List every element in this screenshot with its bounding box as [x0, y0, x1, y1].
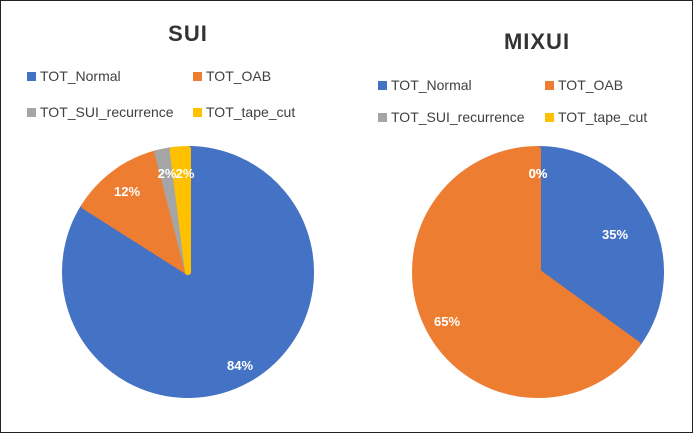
legend-label: TOT_SUI_recurrence [40, 104, 174, 120]
pie-slice-tot-normal [535, 146, 664, 348]
legend-label: TOT_OAB [206, 68, 271, 84]
legend-swatch-tot-normal [27, 72, 36, 81]
legend-swatch-tot-tape-cut [193, 108, 202, 117]
legend-swatch-tot-tape-cut [545, 113, 554, 122]
pie-slice-tot-tape-cut [169, 146, 191, 275]
legend-swatch-tot-normal [378, 81, 387, 90]
legend-entry: TOT_OAB [193, 68, 271, 84]
pie: 35%65%0%0% [412, 146, 664, 398]
legend-entry: TOT_tape_cut [193, 104, 295, 120]
legend-label: TOT_SUI_recurrence [391, 109, 525, 125]
legend-entry: TOT_tape_cut [545, 109, 647, 125]
pie: 84% 12% 2% 2% [62, 146, 314, 398]
legend-entry: TOT_SUI_recurrence [378, 109, 525, 125]
legend-label: TOT_Normal [391, 77, 472, 93]
data-label-tot-tape-cut: 2% [176, 166, 195, 181]
legend-swatch-tot-oab [545, 81, 554, 90]
legend: TOT_Normal TOT_OAB TOT_SUI_recurrence TO… [27, 68, 295, 120]
chart-title: SUI [168, 21, 208, 46]
data-label-tot-tape-cut: 0% [529, 166, 548, 181]
chart-sui: SUI TOT_Normal TOT_OAB TOT_SUI_recurrenc… [27, 21, 314, 398]
data-label-tot-oab: 12% [114, 184, 140, 199]
legend-label: TOT_OAB [558, 77, 623, 93]
data-label-tot-sui-recurrence: 0% [529, 166, 548, 181]
data-label-tot-oab: 65% [434, 314, 460, 329]
chart-title: MIXUI [504, 29, 570, 54]
data-label-tot-normal: 35% [602, 227, 628, 242]
legend-swatch-tot-sui-recurrence [378, 113, 387, 122]
legend-label: TOT_tape_cut [206, 104, 295, 120]
legend: TOT_Normal TOT_OAB TOT_SUI_recurrence TO… [378, 77, 647, 125]
legend-entry: TOT_Normal [27, 68, 121, 84]
legend-swatch-tot-oab [193, 72, 202, 81]
legend-entry: TOT_SUI_recurrence [27, 104, 174, 120]
legend-entry: TOT_OAB [545, 77, 623, 93]
legend-entry: TOT_Normal [378, 77, 472, 93]
chart-mixui: MIXUI TOT_Normal TOT_OAB TOT_SUI_recurre… [378, 29, 664, 398]
data-label-tot-sui-recurrence: 2% [158, 166, 177, 181]
legend-swatch-tot-sui-recurrence [27, 108, 36, 117]
legend-label: TOT_Normal [40, 68, 121, 84]
data-label-tot-normal: 84% [227, 358, 253, 373]
legend-label: TOT_tape_cut [558, 109, 647, 125]
pie-slice-tot-oab [412, 146, 641, 398]
